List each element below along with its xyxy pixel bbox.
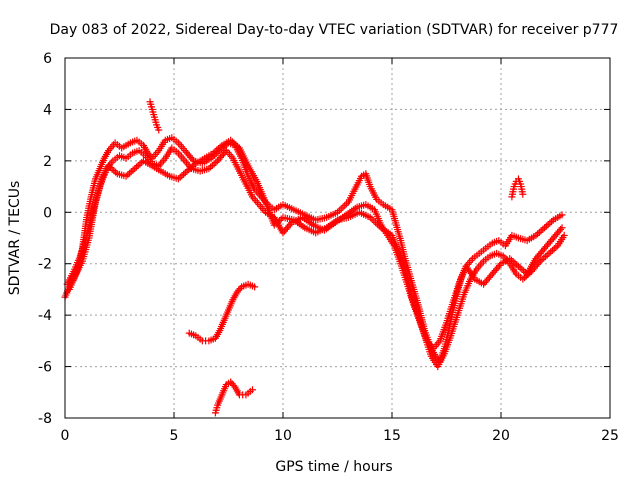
point-track-F: [230, 381, 238, 389]
point-track-B: [496, 261, 504, 269]
x-axis-label: GPS time / hours: [275, 459, 392, 475]
point-track-A: [539, 225, 547, 233]
point-track-B: [208, 161, 216, 169]
y-tick-label: -2: [38, 257, 52, 273]
y-tick-label: -4: [38, 308, 52, 324]
point-track-D: [155, 126, 163, 134]
x-tick-label: 25: [601, 428, 619, 444]
chart-title: Day 083 of 2022, Sidereal Day-to-day VTE…: [50, 22, 619, 38]
y-tick-label: 2: [43, 154, 52, 170]
x-tick-label: 15: [383, 428, 401, 444]
point-track-A: [537, 227, 545, 235]
point-track-C: [535, 259, 543, 267]
point-track-B: [513, 261, 521, 269]
x-tick-label: 10: [274, 428, 292, 444]
point-track-A: [535, 228, 543, 236]
point-track-C: [133, 163, 141, 171]
point-track-B: [210, 160, 218, 168]
point-track-G: [519, 190, 527, 198]
y-tick-label: 4: [43, 102, 52, 118]
point-track-C: [134, 161, 142, 169]
plot-frame: [64, 57, 611, 419]
point-track-C: [547, 248, 555, 256]
point-track-C: [560, 231, 568, 239]
y-axis-label: SDTVAR / TECUs: [7, 181, 23, 296]
point-track-E: [251, 283, 259, 291]
y-tick-label: -8: [38, 411, 52, 427]
point-track-B: [557, 225, 565, 233]
point-track-F: [248, 386, 256, 394]
y-tick-label: -6: [38, 360, 52, 376]
point-track-C: [124, 171, 132, 179]
point-track-A: [544, 221, 552, 229]
point-track-C: [180, 170, 188, 178]
point-track-A: [558, 211, 566, 219]
point-track-C: [552, 243, 560, 251]
point-track-E: [236, 285, 244, 293]
point-track-C: [176, 173, 184, 181]
point-track-C: [181, 169, 189, 177]
point-track-B: [286, 220, 294, 228]
point-track-A: [339, 203, 347, 211]
point-track-B: [558, 224, 566, 232]
point-track-C: [136, 160, 144, 168]
point-track-C: [545, 249, 553, 257]
grid-layer: [65, 58, 610, 418]
data-points: [61, 98, 568, 417]
point-track-C: [110, 167, 118, 175]
x-tick-label: 20: [492, 428, 510, 444]
point-track-C: [129, 166, 137, 174]
point-track-A: [541, 224, 549, 232]
point-track-C: [131, 165, 139, 173]
axis-ticks: 0 5 10 15 20 25 -8 -6 -4 -2 0 2 4 6: [38, 51, 619, 444]
point-track-B: [518, 265, 526, 273]
point-track-C: [550, 245, 558, 253]
point-track-C: [548, 246, 556, 254]
point-track-A: [337, 205, 345, 213]
point-track-C: [127, 168, 135, 176]
point-track-B: [516, 264, 524, 272]
point-track-C: [541, 253, 549, 261]
point-track-B: [212, 158, 220, 166]
point-track-A: [542, 222, 550, 230]
x-tick-label: 0: [61, 428, 70, 444]
point-track-C: [543, 251, 551, 259]
point-track-A: [188, 155, 196, 163]
y-tick-label: 6: [43, 51, 52, 67]
point-track-A: [546, 219, 554, 227]
y-tick-label: 0: [43, 205, 52, 221]
point-track-A: [341, 201, 349, 209]
x-tick-label: 5: [170, 428, 179, 444]
